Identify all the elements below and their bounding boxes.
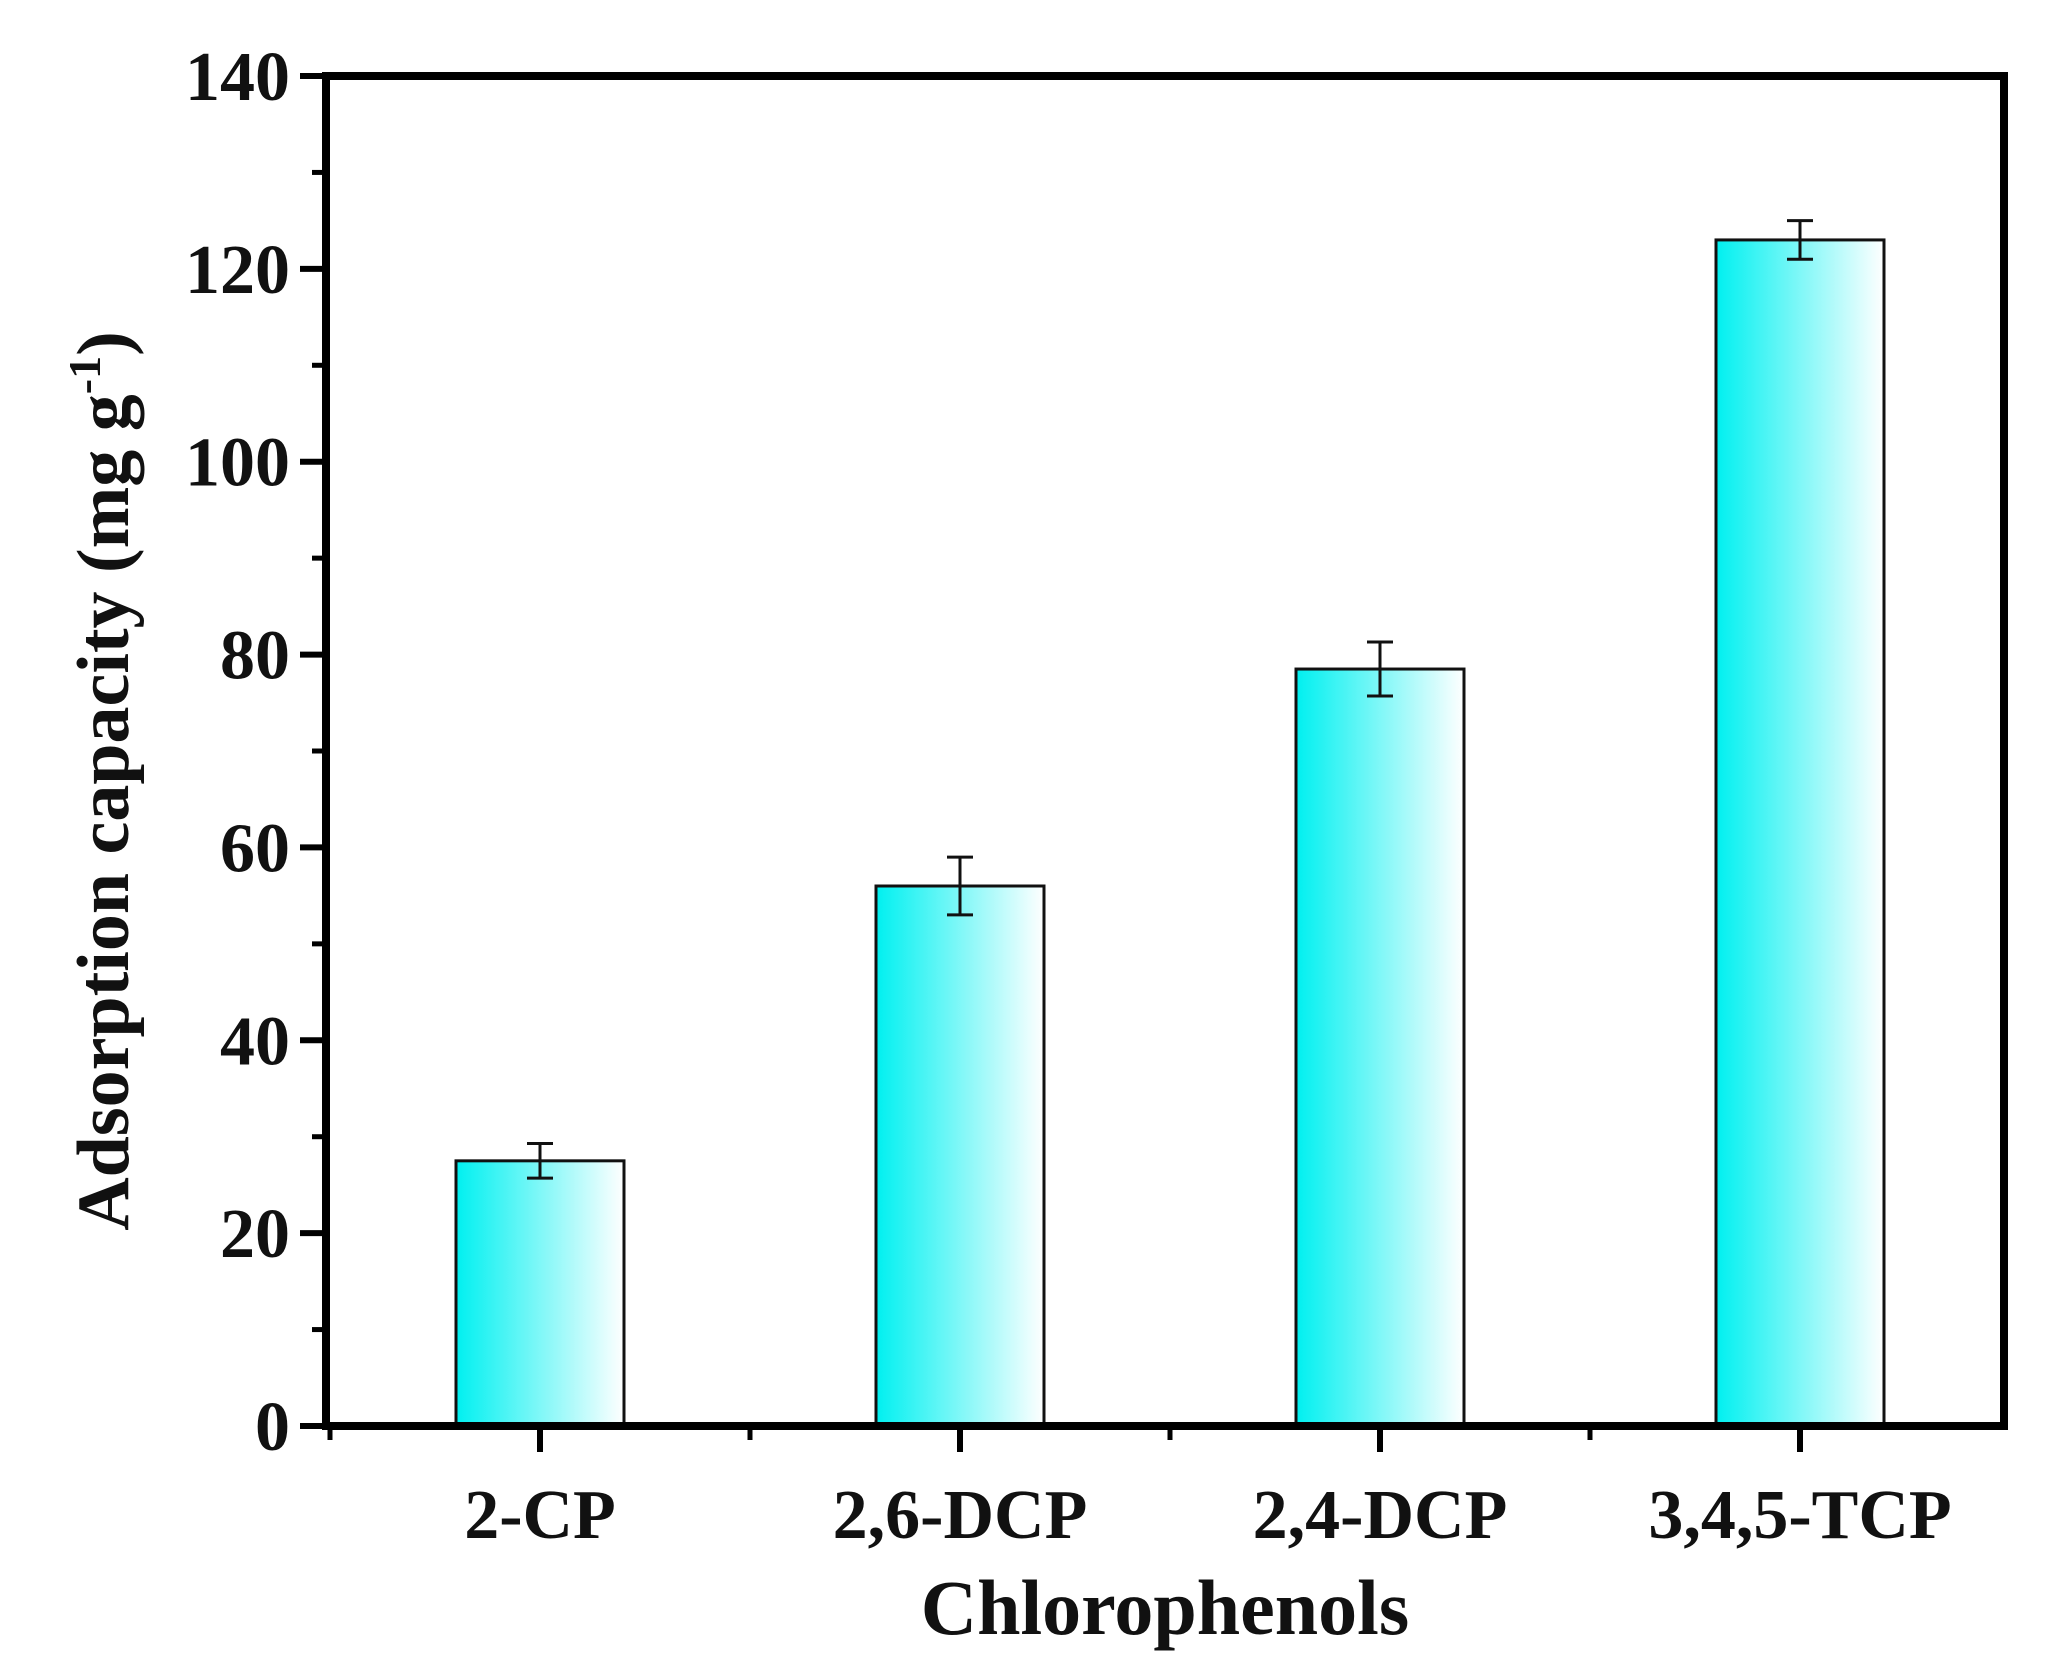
x-tick-label: 2,4-DCP: [1253, 1477, 1508, 1554]
y-axis-label-close: ): [63, 331, 145, 356]
y-tick-label: 120: [185, 232, 290, 309]
y-axis-label: Adsorption capacity (mg g-1): [59, 331, 145, 1231]
y-tick-label: 40: [220, 1003, 290, 1080]
y-tick-label: 0: [255, 1389, 290, 1466]
y-axis-label-superscript: -1: [59, 356, 110, 394]
bars-layer: [454, 238, 1886, 1428]
bar-2,6-DCP: [874, 884, 1046, 1428]
x-axis-ticks: 2-CP 2,6-DCP 2,4-DCP 3,4,5-TCP: [327, 1426, 1952, 1554]
y-tick-label: 60: [220, 810, 290, 887]
y-axis-label-main: Adsorption capacity (mg g: [63, 394, 145, 1231]
x-tick-label: 2,6-DCP: [833, 1477, 1088, 1554]
x-tick-label: 2-CP: [464, 1477, 616, 1554]
x-axis-label: Chlorophenols: [921, 1564, 1409, 1651]
y-tick-label: 140: [185, 39, 290, 116]
error-bars-layer: [527, 219, 1813, 1180]
x-tick-label: 3,4,5-TCP: [1648, 1477, 1951, 1554]
y-tick-label: 20: [220, 1196, 290, 1273]
y-axis-ticks: 0 20 40 60 80 100 120 140: [185, 39, 326, 1466]
y-tick-label: 80: [220, 618, 290, 695]
bar-3,4,5-TCP: [1714, 238, 1886, 1428]
bar-2,4-DCP: [1294, 667, 1466, 1428]
bar-2-CP: [454, 1159, 626, 1428]
y-tick-label: 100: [185, 425, 290, 502]
